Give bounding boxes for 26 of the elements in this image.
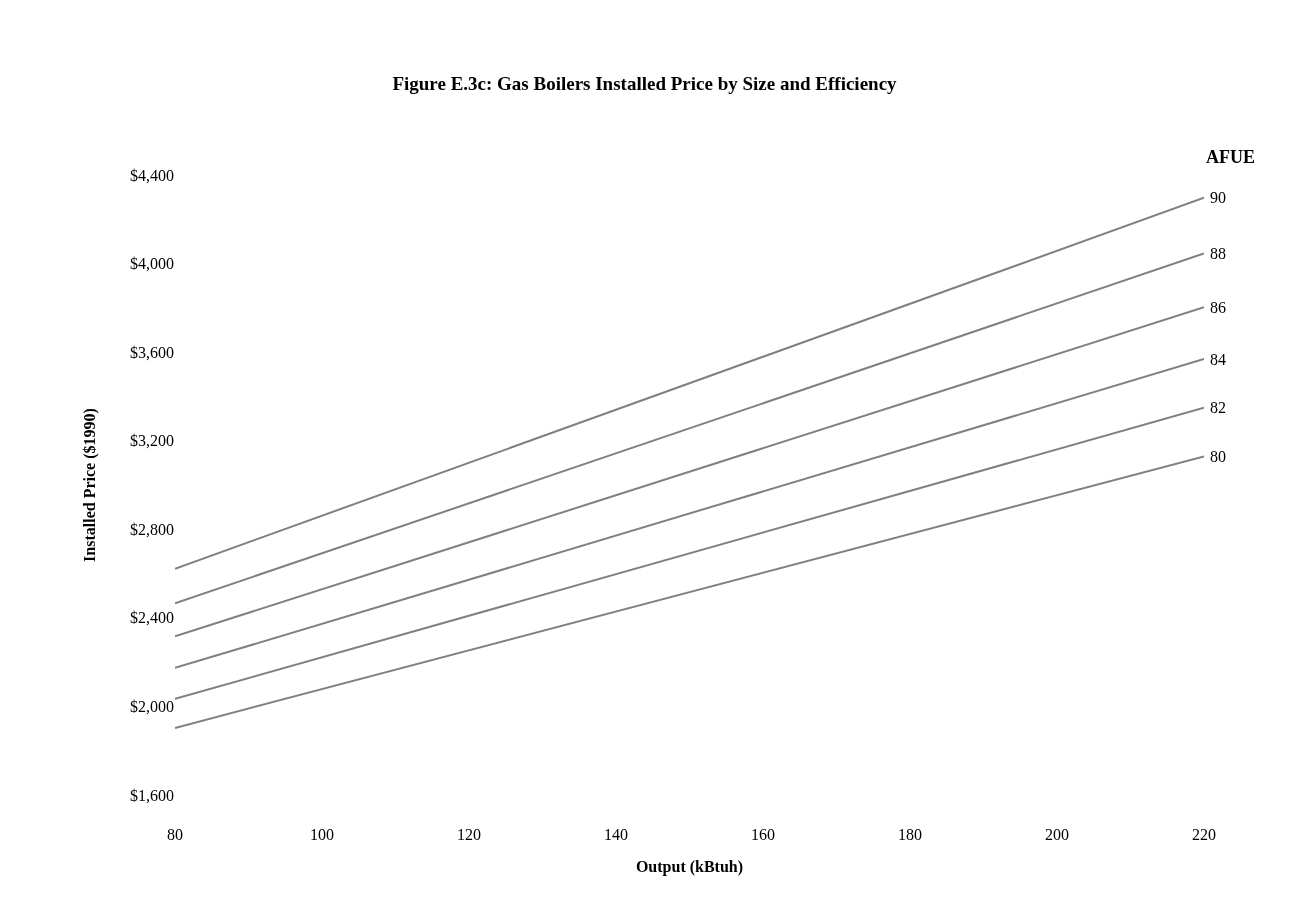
- y-tick-label: $2,000: [130, 698, 174, 716]
- y-tick-label: $2,800: [130, 520, 174, 538]
- series-label: 80: [1210, 448, 1226, 465]
- y-tick-label: $2,400: [130, 609, 174, 627]
- x-tick-label: 140: [604, 826, 628, 843]
- legend-title: AFUE: [1206, 147, 1255, 167]
- x-tick-label: 120: [457, 826, 481, 843]
- chart-title: Figure E.3c: Gas Boilers Installed Price by Size and Efficiency: [392, 72, 898, 94]
- x-tick-label: 220: [1192, 826, 1216, 843]
- x-axis-title: Output (kBtuh): [635, 857, 744, 876]
- y-tick-label: $4,000: [130, 255, 174, 273]
- x-tick-label: 100: [310, 826, 334, 843]
- y-tick-label: $1,600: [130, 786, 174, 804]
- series-label: 86: [1210, 299, 1226, 316]
- x-tick-label: 160: [751, 826, 775, 843]
- x-tick-label: 200: [1045, 826, 1069, 843]
- series-label: 90: [1210, 189, 1226, 206]
- y-tick-label: $3,200: [130, 432, 174, 450]
- series-label: 84: [1210, 351, 1226, 368]
- series-label: 88: [1210, 245, 1226, 262]
- x-tick-label: 80: [167, 826, 183, 843]
- series-label: 82: [1210, 399, 1226, 416]
- y-tick-label: $3,600: [130, 343, 174, 361]
- x-tick-label: 180: [898, 826, 922, 843]
- y-axis-title: Installed Price ($1990): [80, 408, 99, 562]
- y-tick-label: $4,400: [130, 166, 174, 184]
